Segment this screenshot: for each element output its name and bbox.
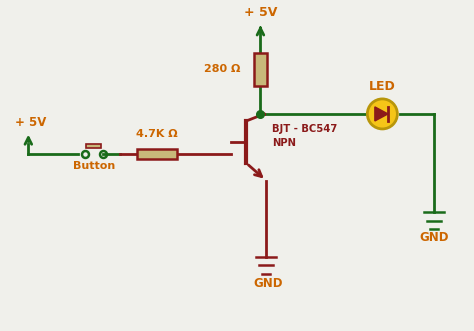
Text: + 5V: + 5V (15, 116, 46, 129)
Circle shape (367, 99, 397, 129)
Text: NPN: NPN (272, 138, 296, 148)
Text: + 5V: + 5V (244, 6, 277, 19)
Text: GND: GND (254, 277, 283, 290)
Text: BJT - BC547: BJT - BC547 (272, 124, 337, 134)
Bar (86, 144, 101, 148)
Text: LED: LED (369, 80, 396, 93)
Polygon shape (375, 107, 388, 121)
Text: GND: GND (419, 231, 449, 245)
Text: 4.7K Ω: 4.7K Ω (137, 129, 178, 139)
Text: 280 Ω: 280 Ω (204, 64, 241, 74)
Bar (137, 149, 177, 159)
Bar (254, 53, 267, 86)
Text: Button: Button (73, 161, 115, 171)
